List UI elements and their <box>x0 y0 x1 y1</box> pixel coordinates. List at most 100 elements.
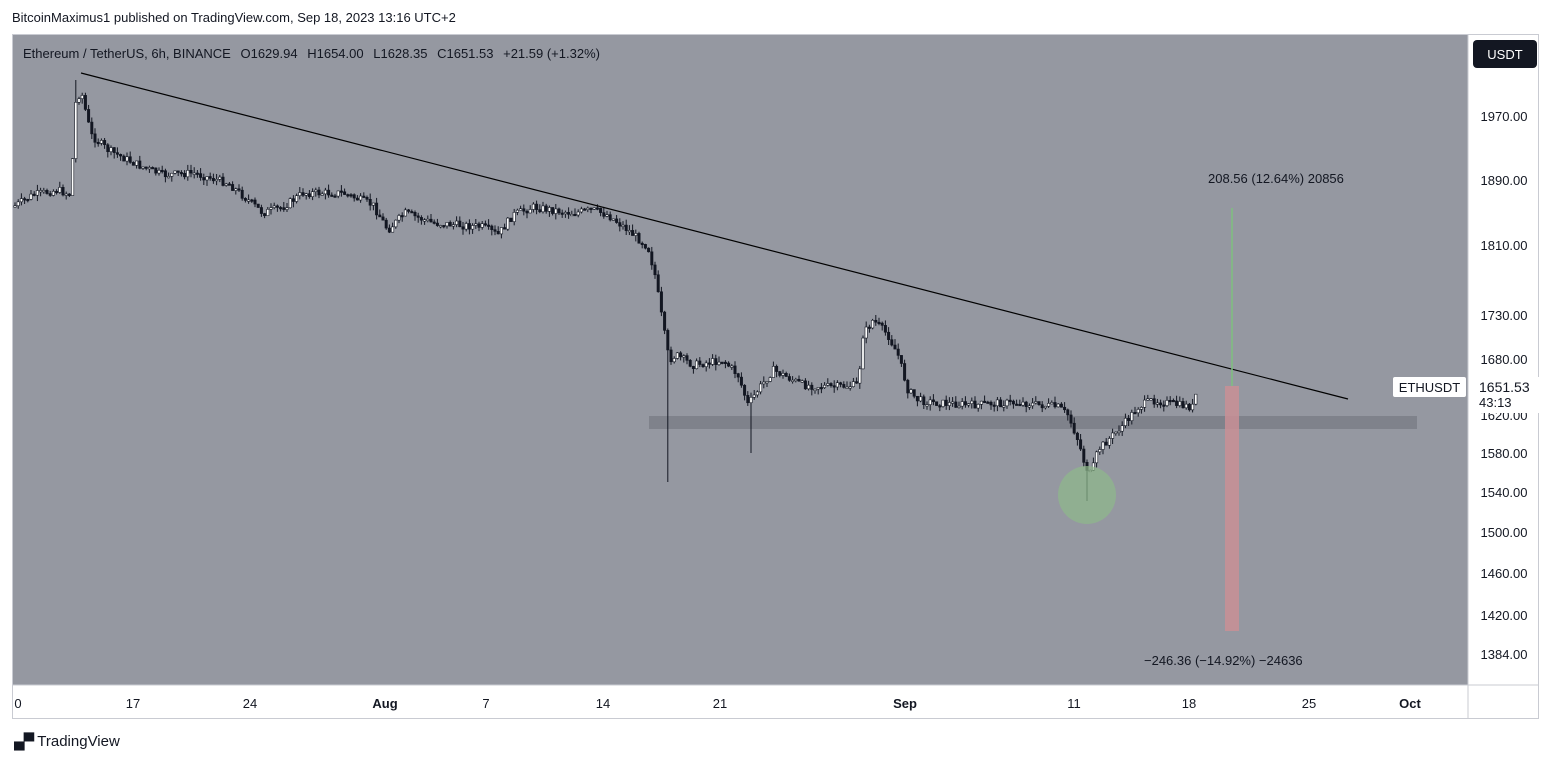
candle-body <box>218 176 222 180</box>
candle-body <box>64 193 68 196</box>
candle-body <box>714 358 718 365</box>
candle-body <box>976 404 980 409</box>
candle-body <box>925 404 929 407</box>
candle-body <box>989 401 993 406</box>
candle-body <box>525 210 529 214</box>
candle-body <box>1005 399 1009 407</box>
time-axis-label: 18 <box>1182 696 1196 711</box>
candle-body <box>375 202 379 216</box>
candle-body <box>1175 400 1179 406</box>
candle-body <box>90 121 94 135</box>
candle-body <box>941 399 945 407</box>
candle-body <box>423 219 427 222</box>
candle-body <box>983 400 987 403</box>
candle-body <box>378 214 382 218</box>
candle-body <box>1101 441 1105 450</box>
candle-body <box>355 197 359 201</box>
candle-body <box>666 330 670 351</box>
candle-body <box>650 251 654 266</box>
candle-body <box>986 401 990 404</box>
candle-body <box>109 147 113 153</box>
chart-canvas[interactable]: 208.56 (12.64%) 20856 −246.36 (−14.92%) … <box>13 35 1539 719</box>
candle-body <box>490 225 494 230</box>
candle-body <box>1184 403 1188 409</box>
price-axis-label: 1420.00 <box>1481 608 1528 623</box>
candle-body <box>1040 404 1044 409</box>
candle-body <box>602 212 606 217</box>
candle-body <box>55 190 59 194</box>
candle-body <box>947 402 951 406</box>
candle-body <box>147 167 151 170</box>
ohlc-change: +21.59 (+1.32%) <box>503 46 600 61</box>
candle-body <box>26 199 30 202</box>
candle-body <box>403 209 407 217</box>
candle-body <box>13 205 17 208</box>
currency-button[interactable]: USDT <box>1473 40 1537 68</box>
candle-body <box>464 223 468 230</box>
candle-body <box>807 384 811 390</box>
candle-body <box>1037 401 1041 405</box>
candle-body <box>627 230 631 233</box>
candle-body <box>106 144 110 153</box>
descending-trendline <box>80 72 1349 400</box>
upside-annotation: 208.56 (12.64%) 20856 <box>1208 171 1344 186</box>
candle-body <box>794 378 798 382</box>
candle-body <box>400 215 404 218</box>
candle-body <box>957 405 961 408</box>
time-axis-label: 21 <box>713 696 727 711</box>
candle-body <box>951 401 955 404</box>
candle-body <box>215 178 219 182</box>
candle-body <box>205 176 209 181</box>
candle-body <box>704 362 708 367</box>
candle-body <box>874 319 878 323</box>
candle-body <box>583 208 587 211</box>
candle-body <box>967 403 971 406</box>
candle-body <box>1181 401 1185 409</box>
candle-body <box>723 361 727 364</box>
candle-body <box>720 361 724 364</box>
candle-body <box>547 207 551 212</box>
candle-body <box>563 212 567 215</box>
candle-body <box>823 384 827 388</box>
candle-body <box>1178 401 1182 406</box>
candle-body <box>416 215 420 218</box>
candle-body <box>743 384 747 396</box>
candle-body <box>906 379 910 394</box>
price-axis-label: 1500.00 <box>1481 525 1528 540</box>
candle-body <box>253 199 257 205</box>
candle-body <box>467 223 471 230</box>
candle-body <box>778 371 782 376</box>
candle-body <box>477 223 481 228</box>
candle-body <box>1075 432 1079 440</box>
candle-body <box>359 195 363 201</box>
candle-body <box>391 226 395 233</box>
candle-body <box>1120 425 1124 432</box>
chart-pane-background <box>13 35 1468 685</box>
candle-body <box>557 208 561 214</box>
candle-body <box>765 381 769 384</box>
candle-body <box>1111 432 1115 439</box>
candle-body <box>685 355 689 361</box>
bar-countdown: 43:13 <box>1479 395 1512 410</box>
candle-body <box>80 95 84 99</box>
last-price-tag: 1651.53 43:13 <box>1469 377 1539 413</box>
candle-body <box>890 339 894 346</box>
candle-body <box>781 373 785 376</box>
candle-body <box>346 194 350 197</box>
candle-body <box>71 158 75 196</box>
time-axis-label: 17 <box>126 696 140 711</box>
candle-body <box>679 352 683 358</box>
candle-body <box>170 172 174 177</box>
candle-body <box>560 212 564 215</box>
candle-body <box>1066 409 1070 416</box>
candle-body <box>435 222 439 226</box>
candle-body <box>592 207 596 210</box>
candle-body <box>39 190 43 193</box>
candle-body <box>42 190 46 193</box>
candle-body <box>483 223 487 226</box>
candle-body <box>240 189 244 199</box>
candle-body <box>509 217 513 222</box>
candle-body <box>861 337 865 370</box>
candle-body <box>631 230 635 236</box>
tradingview-logo[interactable]: ▄▀ TradingView <box>14 733 120 750</box>
